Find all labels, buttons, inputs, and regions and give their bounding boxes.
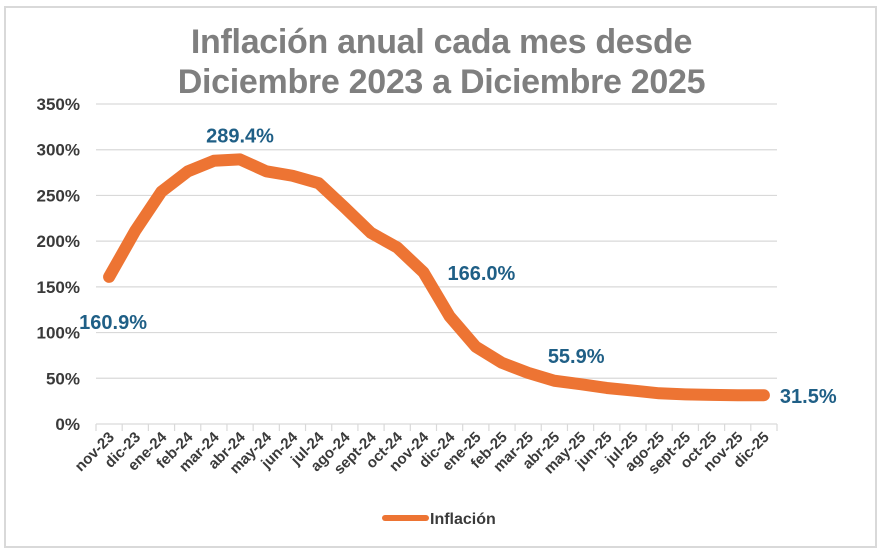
data-point [553,380,555,382]
data-label: 166.0% [447,263,515,285]
data-point [606,387,608,389]
series-line-inflacion [103,153,770,402]
y-tick-label: 300% [37,141,80,160]
y-tick-label: 100% [37,324,80,343]
data-label: 55.9% [548,346,605,368]
y-tick-label: 250% [37,186,80,205]
legend: Inflación [382,511,496,528]
chart-frame [4,6,877,548]
data-point [684,393,686,395]
data-point [108,276,110,278]
data-point [370,232,372,234]
data-point [291,175,293,177]
y-axis-ticks: 0% 50% 100% 150% 200% 250% 300% 350% [37,95,80,434]
y-tick-label: 350% [37,95,80,114]
data-label: 31.5% [780,386,837,408]
data-point [318,182,320,184]
y-tick-label: 0% [55,415,80,434]
data-label: 160.9% [79,312,147,334]
data-label: 289.4% [206,125,274,147]
data-point [658,392,660,394]
data-labels: 160.9% 289.4% 166.0% 55.9% 31.5% [79,125,837,408]
y-tick-label: 150% [37,278,80,297]
x-axis: nov-23dic-23ene-24feb-24mar-24abr-24may-… [72,424,778,478]
y-tick-label: 200% [37,232,80,251]
chart-title-line-1: Inflación anual cada mes desde [190,23,693,61]
data-point [632,390,634,392]
legend-label-inflacion: Inflación [430,511,496,528]
data-point [737,394,739,396]
data-point [160,191,162,193]
data-point [501,362,503,364]
data-point [449,315,451,317]
data-point [265,170,267,172]
data-point [475,346,477,348]
series-group [103,153,770,402]
y-tick-label: 50% [46,369,80,388]
gridlines [96,103,777,425]
data-point [344,207,346,209]
data-point [396,247,398,249]
data-point [134,230,136,232]
data-point [213,160,215,162]
chart-title-line-2: Diciembre 2023 a Diciembre 2025 [177,63,706,101]
data-point [763,394,765,396]
chart-title: Inflación anual cada mes desde Diciembre… [0,22,883,102]
data-point [187,170,189,172]
data-point [580,383,582,385]
data-point [711,394,713,396]
data-point [422,271,424,273]
data-point [239,158,241,160]
data-point [527,372,529,374]
